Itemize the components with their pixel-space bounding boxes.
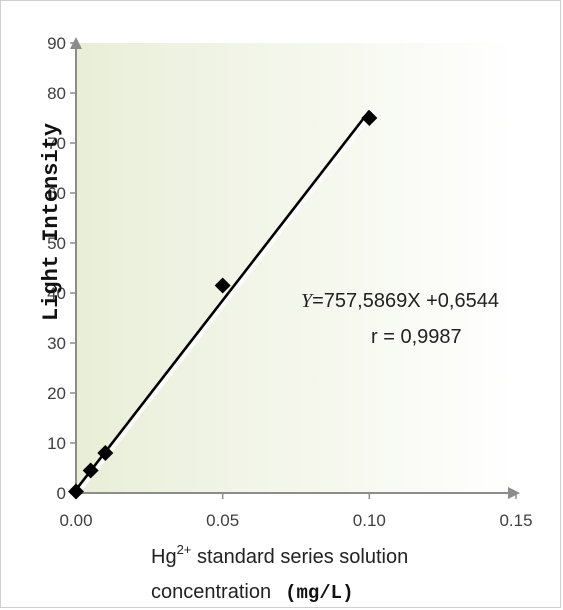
gridlines — [76, 42, 516, 489]
equation-variable: Y — [301, 290, 314, 312]
trendline — [74, 106, 377, 491]
y-tick-label: 70 — [47, 134, 66, 153]
x-axis-label: Hg2+ standard series solution — [151, 542, 408, 568]
y-tick-label: 30 — [47, 334, 66, 353]
y-tick-label: 0 — [57, 484, 66, 503]
y-tick-labels: 0 10 20 30 40 50 60 70 80 90 — [47, 34, 76, 503]
x-axis-label-hg: Hg — [151, 546, 177, 568]
y-tick-label: 90 — [47, 34, 66, 53]
regression-equation: Y=757,5869X +0,6544 — [301, 290, 499, 312]
x-axis-arrow — [508, 487, 520, 499]
x-tick-label: 0.10 — [353, 511, 386, 530]
x-axis-label-concentration: concentration — [151, 581, 271, 603]
correlation-coefficient: r = 0,9987 — [371, 326, 462, 348]
data-point — [68, 483, 84, 500]
data-point — [214, 277, 231, 294]
data-points — [68, 110, 378, 500]
x-tick-label: 0.05 — [206, 511, 239, 530]
y-tick-label: 60 — [47, 184, 66, 203]
data-point — [361, 110, 378, 126]
trendline-glow — [77, 106, 377, 490]
y-tick-label: 80 — [47, 84, 66, 103]
y-tick-label: 20 — [47, 384, 66, 403]
y-tick-label: 50 — [47, 234, 66, 253]
y-axis-label: Light Intensity — [39, 123, 64, 321]
trendline-line — [74, 110, 371, 491]
data-point — [97, 445, 114, 461]
x-axis-label-rest: standard series solution — [191, 546, 408, 568]
x-axis-label-unit: (mg/L) — [285, 582, 353, 604]
y-tick-label: 40 — [47, 284, 66, 303]
x-axis-label-line2: concentration (mg/L) — [151, 581, 354, 604]
x-axis-label-superscript: 2+ — [177, 542, 192, 557]
x-tick-label: 0.00 — [59, 511, 92, 530]
equation-text: =757,5869X +0,6544 — [312, 290, 499, 312]
x-tick-label: 0.15 — [499, 511, 532, 530]
y-tick-label: 10 — [47, 434, 66, 453]
data-point — [82, 462, 99, 479]
x-tick-labels: 0.00 0.05 0.10 0.15 — [59, 493, 533, 530]
